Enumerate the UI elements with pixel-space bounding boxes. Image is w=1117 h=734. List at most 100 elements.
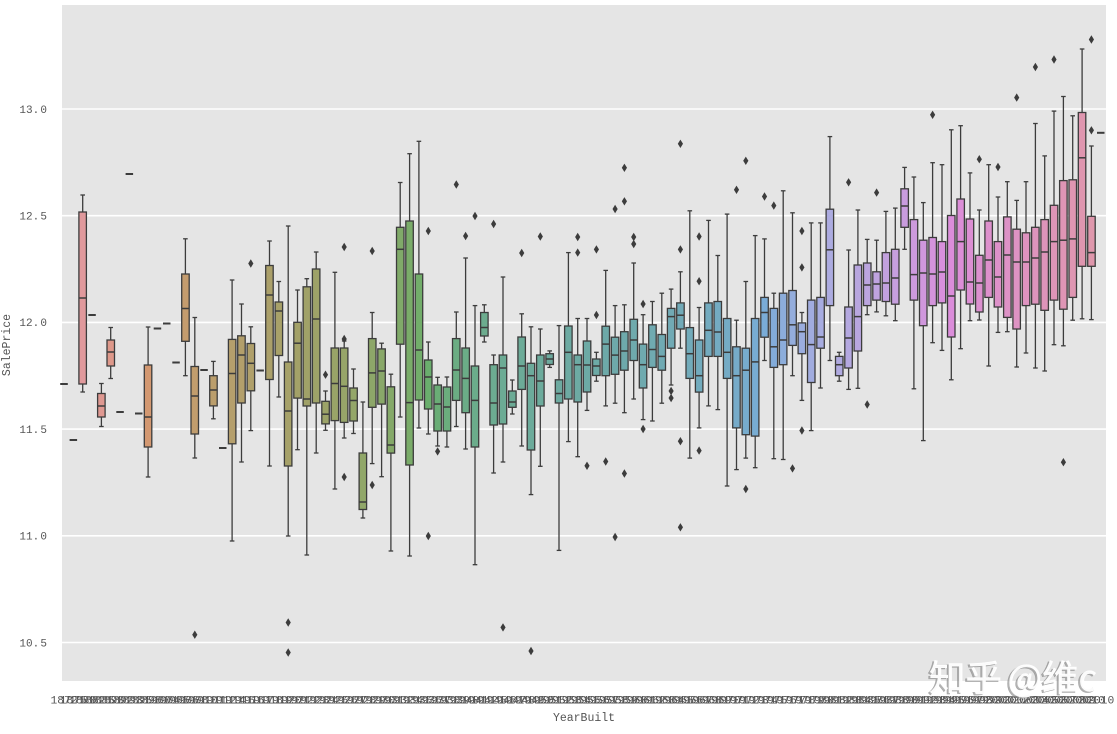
svg-text:1912: 1912 [209,696,236,708]
svg-text:1962: 1962 [639,696,666,708]
svg-text:1935: 1935 [405,696,432,708]
svg-text:1950: 1950 [527,696,554,708]
svg-text:2005: 2005 [1031,696,1058,708]
svg-text:1880: 1880 [69,696,96,708]
svg-text:1982: 1982 [826,696,853,708]
svg-text:1936: 1936 [415,696,442,708]
svg-text:1995: 1995 [938,696,965,708]
svg-text:1985: 1985 [854,696,881,708]
svg-text:1976: 1976 [770,696,797,708]
svg-text:1872: 1872 [50,696,77,708]
svg-text:1954: 1954 [564,696,591,708]
svg-text:1991: 1991 [900,696,927,708]
svg-text:13.0: 13.0 [19,105,47,117]
svg-text:1969: 1969 [704,696,731,708]
svg-text:1948: 1948 [508,696,535,708]
svg-text:1965: 1965 [667,696,694,708]
svg-text:1959: 1959 [611,696,638,708]
svg-text:1890: 1890 [97,696,124,708]
svg-text:1904: 1904 [153,696,180,708]
svg-text:1885: 1885 [88,696,115,708]
svg-text:2007: 2007 [1050,696,1077,708]
svg-text:2010: 2010 [1087,696,1114,708]
svg-text:1992: 1992 [910,696,937,708]
svg-text:1974: 1974 [751,696,778,708]
svg-text:1898: 1898 [135,696,162,708]
svg-text:1958: 1958 [602,696,629,708]
svg-text:1964: 1964 [658,696,685,708]
svg-text:1921: 1921 [284,696,311,708]
svg-text:1975: 1975 [760,696,787,708]
svg-text:1986: 1986 [863,696,890,708]
svg-text:1949: 1949 [517,696,544,708]
svg-text:1895: 1895 [125,696,152,708]
svg-text:1968: 1968 [695,696,722,708]
svg-text:2006: 2006 [1040,696,1067,708]
svg-text:1875: 1875 [60,696,87,708]
svg-text:1939: 1939 [443,696,470,708]
svg-text:1983: 1983 [835,696,862,708]
svg-text:1970: 1970 [714,696,741,708]
svg-text:1934: 1934 [396,696,423,708]
svg-text:1953: 1953 [555,696,582,708]
svg-text:1930: 1930 [368,696,395,708]
svg-text:1911: 1911 [200,696,227,708]
svg-text:12.5: 12.5 [19,212,47,224]
svg-text:1925: 1925 [321,696,348,708]
svg-text:1893: 1893 [116,696,143,708]
svg-text:1993: 1993 [919,696,946,708]
svg-text:1937: 1937 [424,696,451,708]
svg-text:1908: 1908 [181,696,208,708]
svg-text:1917: 1917 [247,696,274,708]
svg-text:10.5: 10.5 [19,638,47,650]
svg-text:1966: 1966 [676,696,703,708]
svg-text:1941: 1941 [461,696,488,708]
svg-text:2008: 2008 [1059,696,1086,708]
svg-text:1987: 1987 [872,696,899,708]
svg-text:YearBuilt: YearBuilt [553,712,615,725]
svg-text:1967: 1967 [686,696,713,708]
svg-text:1915: 1915 [228,696,255,708]
svg-text:2010: 2010 [1078,696,1105,708]
svg-text:1910: 1910 [191,696,218,708]
svg-text:12.0: 12.0 [19,318,47,330]
svg-text:1929: 1929 [359,696,386,708]
svg-text:1994: 1994 [928,696,955,708]
svg-text:1997: 1997 [956,696,983,708]
svg-text:1951: 1951 [536,696,563,708]
svg-text:1996: 1996 [947,696,974,708]
svg-text:1961: 1961 [630,696,657,708]
svg-text:2000: 2000 [984,696,1011,708]
svg-text:1926: 1926 [331,696,358,708]
svg-text:1920: 1920 [275,696,302,708]
svg-text:1882: 1882 [78,696,105,708]
svg-text:1916: 1916 [237,696,264,708]
svg-text:1928: 1928 [349,696,376,708]
svg-text:11.0: 11.0 [19,532,47,544]
svg-text:1960: 1960 [620,696,647,708]
svg-text:1914: 1914 [219,696,246,708]
svg-text:1924: 1924 [312,696,339,708]
svg-text:2009: 2009 [1069,696,1096,708]
svg-text:1946: 1946 [489,696,516,708]
svg-text:1922: 1922 [293,696,320,708]
svg-text:1973: 1973 [742,696,769,708]
svg-text:1999: 1999 [975,696,1002,708]
svg-text:1923: 1923 [303,696,330,708]
svg-text:1892: 1892 [106,696,133,708]
svg-text:1956: 1956 [583,696,610,708]
svg-text:1919: 1919 [265,696,292,708]
svg-text:1998: 1998 [966,696,993,708]
svg-text:1947: 1947 [499,696,526,708]
svg-text:1984: 1984 [844,696,871,708]
svg-text:2004: 2004 [1022,696,1049,708]
svg-text:1931: 1931 [377,696,404,708]
svg-text:1963: 1963 [648,696,675,708]
svg-text:11.5: 11.5 [19,425,47,437]
svg-text:1978: 1978 [788,696,815,708]
svg-text:1988: 1988 [882,696,909,708]
svg-text:1945: 1945 [480,696,507,708]
svg-text:1990: 1990 [891,696,918,708]
svg-text:1979: 1979 [798,696,825,708]
svg-text:1981: 1981 [816,696,843,708]
